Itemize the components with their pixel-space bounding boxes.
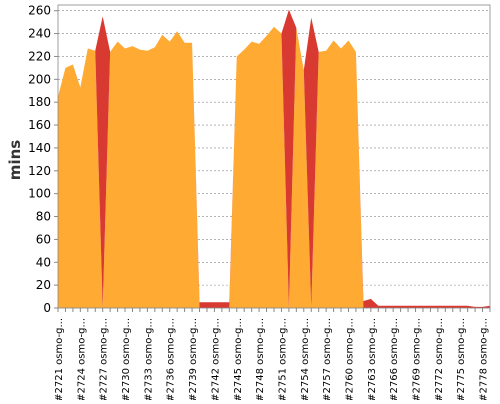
x-axis-ticks: #2721 osmo-g... #2724 osmo-g... #2727 osmo… (54, 308, 491, 402)
x-tick-label: #2778 osmo-g... (479, 318, 490, 400)
x-tick-label: #2766 osmo-g... (389, 318, 400, 400)
y-tick-label: 80 (36, 210, 51, 224)
y-tick-label: 0 (43, 301, 51, 315)
y-tick-label: 200 (28, 72, 51, 86)
x-tick-label: #2760 osmo-g... (344, 318, 355, 400)
x-tick-label: #2751 osmo-g... (277, 318, 288, 400)
x-tick-label: #2739 osmo-g... (188, 318, 199, 400)
y-tick-label: 220 (28, 49, 51, 63)
x-tick-label: #2775 osmo-g... (456, 318, 467, 400)
x-tick-label: #2757 osmo-g... (322, 318, 333, 400)
y-tick-label: 160 (28, 118, 51, 132)
x-tick-label: #2769 osmo-g... (412, 318, 423, 400)
series-area-0 (58, 26, 490, 308)
y-tick-label: 20 (36, 278, 51, 292)
x-tick-label: #2754 osmo-g... (300, 318, 311, 400)
series-areas (58, 9, 490, 308)
x-tick-label: #2763 osmo-g... (367, 318, 378, 400)
y-axis-ticks: 0 20 40 60 80 100 120 140 160 180 200 220 240 260 (28, 4, 58, 315)
y-tick-label: 60 (36, 232, 51, 246)
x-tick-label: #2736 osmo-g... (166, 318, 177, 400)
x-tick-label: #2730 osmo-g... (121, 318, 132, 400)
x-tick-label: #2724 osmo-g... (76, 318, 87, 400)
y-axis-label: mins (6, 140, 24, 180)
x-tick-label: #2721 osmo-g... (54, 318, 65, 400)
x-tick-label: #2727 osmo-g... (99, 318, 110, 400)
x-tick-label: #2745 osmo-g... (233, 318, 244, 400)
y-tick-label: 120 (28, 164, 51, 178)
series-area-1 (58, 9, 490, 308)
y-tick-label: 180 (28, 95, 51, 109)
x-tick-label: #2748 osmo-g... (255, 318, 266, 400)
y-tick-label: 260 (28, 4, 51, 18)
y-tick-label: 40 (36, 255, 51, 269)
y-tick-label: 240 (28, 27, 51, 41)
x-tick-label: #2772 osmo-g... (434, 318, 445, 400)
x-tick-label: #2733 osmo-g... (143, 318, 154, 400)
x-tick-label: #2742 osmo-g... (210, 318, 221, 400)
y-tick-label: 140 (28, 141, 51, 155)
y-tick-label: 100 (28, 187, 51, 201)
